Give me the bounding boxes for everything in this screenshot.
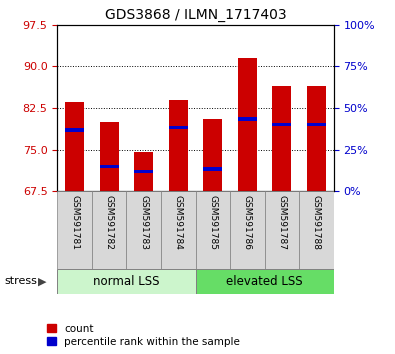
Bar <box>230 191 265 269</box>
Bar <box>169 100 188 191</box>
Text: GSM591784: GSM591784 <box>174 195 183 250</box>
Bar <box>273 123 292 126</box>
Text: GSM591787: GSM591787 <box>277 195 286 250</box>
Bar <box>307 86 326 191</box>
Text: GSM591785: GSM591785 <box>208 195 217 250</box>
Bar <box>161 191 196 269</box>
Bar <box>65 129 84 132</box>
Bar <box>196 191 230 269</box>
Bar <box>100 165 118 168</box>
Bar <box>307 123 326 126</box>
Bar <box>134 170 153 173</box>
Title: GDS3868 / ILMN_1717403: GDS3868 / ILMN_1717403 <box>105 8 286 22</box>
Bar <box>265 191 299 269</box>
Text: GSM591786: GSM591786 <box>243 195 252 250</box>
Bar <box>196 269 334 294</box>
Bar <box>203 167 222 171</box>
Legend: count, percentile rank within the sample: count, percentile rank within the sample <box>45 321 243 349</box>
Bar <box>238 58 257 191</box>
Bar <box>92 191 126 269</box>
Text: elevated LSS: elevated LSS <box>226 275 303 288</box>
Bar <box>238 118 257 121</box>
Bar <box>299 191 334 269</box>
Text: GSM591788: GSM591788 <box>312 195 321 250</box>
Text: GSM591782: GSM591782 <box>105 195 114 250</box>
Text: stress: stress <box>4 276 37 286</box>
Bar <box>169 126 188 129</box>
Text: GSM591781: GSM591781 <box>70 195 79 250</box>
Bar <box>65 102 84 191</box>
Bar <box>273 86 292 191</box>
Text: GSM591783: GSM591783 <box>139 195 148 250</box>
Bar <box>134 152 153 191</box>
Bar <box>57 191 92 269</box>
Text: normal LSS: normal LSS <box>93 275 160 288</box>
Bar <box>100 122 118 191</box>
Bar <box>126 191 161 269</box>
Bar <box>57 269 196 294</box>
Text: ▶: ▶ <box>38 276 46 286</box>
Bar <box>203 119 222 191</box>
